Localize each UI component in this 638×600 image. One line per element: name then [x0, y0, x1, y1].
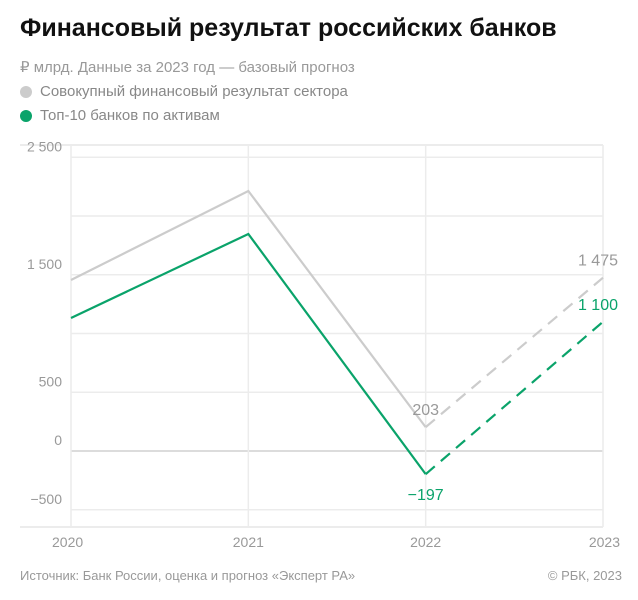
data-label: 203: [412, 402, 439, 419]
x-tick-label: 2023: [589, 534, 620, 550]
y-tick-label: 1 500: [27, 256, 62, 272]
series-line: [70, 189, 427, 428]
series-forecast-line: [424, 276, 604, 428]
chart-title: Финансовый результат российских банков: [20, 14, 557, 42]
copyright: © РБК, 2023: [547, 568, 622, 583]
series-line: [70, 232, 427, 475]
x-tick-label: 2022: [410, 534, 441, 550]
legend-item-sector: Совокупный финансовый результат сектора: [20, 83, 348, 100]
legend-item-top10: Топ-10 банков по активам: [20, 107, 220, 124]
y-tick-label: 500: [39, 373, 63, 389]
chart-subtitle: ₽ млрд. Данные за 2023 год — базовый про…: [20, 59, 355, 76]
data-label: 1 475: [578, 253, 618, 270]
y-tick-label: 0: [54, 432, 62, 448]
data-label: −197: [408, 487, 444, 504]
legend-dot-green: [20, 109, 32, 122]
x-tick-label: 2020: [52, 534, 83, 550]
y-tick-label: 2 500: [27, 138, 62, 154]
y-tick-label: −500: [30, 491, 62, 507]
data-label: 1 100: [578, 297, 618, 314]
source-note: Источник: Банк России, оценка и прогноз …: [20, 568, 356, 583]
legend-dot-gray: [20, 85, 32, 98]
legend-label: Совокупный финансовый результат сектора: [40, 83, 348, 100]
line-chart: 2020 2021 2022 2023 2 500 1 500 500 0 −500 203 1 4…: [20, 138, 620, 550]
x-tick-label: 2021: [233, 534, 264, 550]
legend-label: Топ-10 банков по активам: [40, 107, 220, 124]
